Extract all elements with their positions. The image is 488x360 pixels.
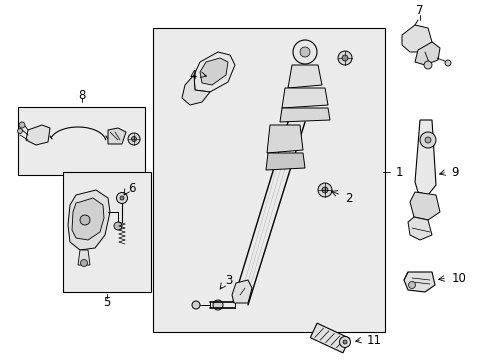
Circle shape	[192, 301, 200, 309]
Text: 6: 6	[128, 181, 135, 194]
Polygon shape	[194, 52, 235, 92]
Polygon shape	[287, 65, 321, 88]
Circle shape	[407, 282, 415, 288]
Circle shape	[424, 137, 430, 143]
Circle shape	[128, 133, 140, 145]
Text: 11: 11	[366, 333, 381, 346]
Circle shape	[292, 40, 316, 64]
Polygon shape	[200, 58, 227, 85]
Polygon shape	[182, 75, 209, 105]
Bar	[18, 107, 145, 175]
Circle shape	[342, 340, 346, 344]
Polygon shape	[409, 192, 439, 220]
Text: 7: 7	[415, 4, 423, 17]
Polygon shape	[72, 198, 104, 240]
Polygon shape	[407, 217, 431, 240]
Polygon shape	[414, 120, 435, 195]
Text: 8: 8	[78, 89, 85, 102]
Circle shape	[299, 47, 309, 57]
Text: 4: 4	[189, 68, 197, 81]
Circle shape	[19, 122, 25, 128]
Circle shape	[116, 193, 127, 203]
Polygon shape	[78, 250, 90, 265]
Text: 9: 9	[450, 166, 458, 179]
Polygon shape	[265, 153, 305, 170]
Polygon shape	[310, 323, 349, 353]
Text: 10: 10	[451, 271, 466, 284]
Polygon shape	[280, 108, 329, 122]
Circle shape	[120, 196, 124, 200]
Text: 2: 2	[345, 192, 352, 204]
Circle shape	[423, 61, 431, 69]
Circle shape	[81, 260, 87, 266]
Circle shape	[114, 222, 122, 230]
Polygon shape	[403, 272, 434, 292]
Polygon shape	[68, 190, 110, 250]
Circle shape	[80, 215, 90, 225]
Polygon shape	[231, 280, 251, 303]
Polygon shape	[26, 125, 50, 145]
Circle shape	[337, 51, 351, 65]
Circle shape	[317, 183, 331, 197]
Polygon shape	[266, 125, 303, 153]
Polygon shape	[282, 88, 327, 108]
Polygon shape	[401, 25, 431, 52]
Bar	[153, 28, 384, 332]
Text: 3: 3	[224, 274, 232, 287]
Text: 5: 5	[103, 296, 110, 309]
Text: 1: 1	[395, 166, 403, 179]
Circle shape	[213, 300, 223, 310]
Polygon shape	[108, 128, 126, 144]
Bar	[63, 172, 151, 292]
Circle shape	[444, 60, 450, 66]
Circle shape	[131, 136, 136, 141]
Circle shape	[419, 132, 435, 148]
Circle shape	[18, 129, 22, 134]
Polygon shape	[414, 42, 439, 65]
Circle shape	[341, 55, 347, 61]
Circle shape	[321, 187, 327, 193]
Circle shape	[339, 337, 350, 347]
